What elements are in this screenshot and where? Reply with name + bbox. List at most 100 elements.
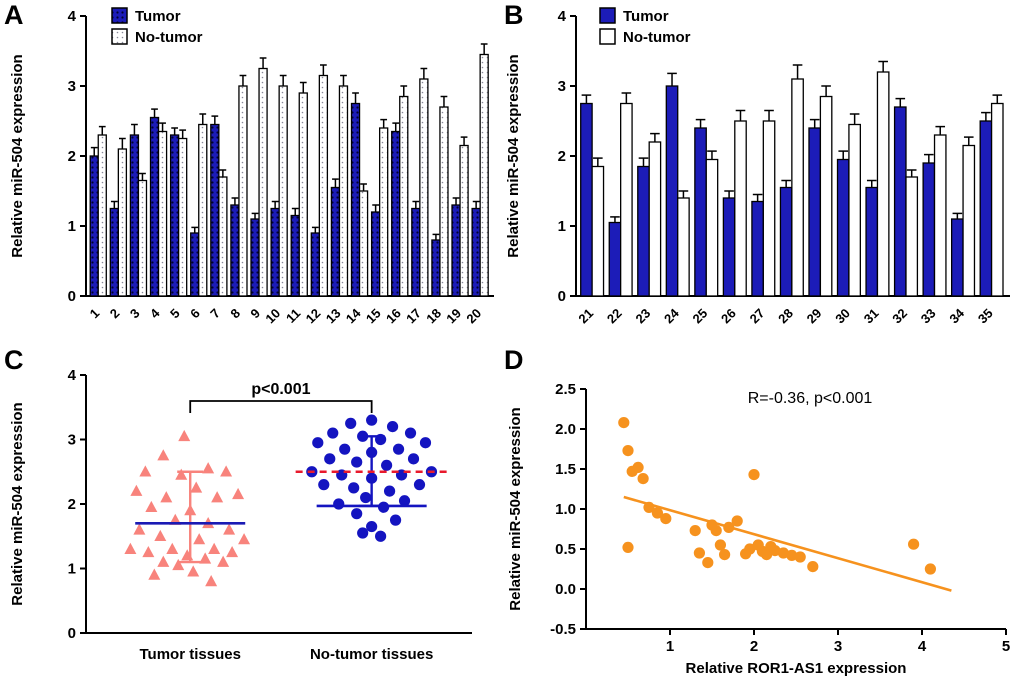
scatter-point xyxy=(748,469,760,481)
scatter-point xyxy=(786,549,798,561)
bar xyxy=(310,232,320,297)
tumor-points xyxy=(124,429,251,587)
triangle-marker xyxy=(145,500,158,513)
bar xyxy=(705,158,719,297)
svg-text:2.5: 2.5 xyxy=(555,381,576,398)
scatter-point xyxy=(702,557,714,569)
bar xyxy=(431,239,441,297)
svg-text:0: 0 xyxy=(68,625,76,642)
panel-d-letter: D xyxy=(504,345,524,375)
bar xyxy=(848,123,861,297)
svg-text:0.5: 0.5 xyxy=(555,541,576,558)
circle-marker xyxy=(327,427,339,439)
svg-text:No-tumor: No-tumor xyxy=(623,29,691,46)
svg-text:2: 2 xyxy=(107,306,123,322)
bar xyxy=(270,207,280,297)
svg-text:23: 23 xyxy=(632,306,653,327)
svg-text:4: 4 xyxy=(558,8,567,25)
svg-text:2: 2 xyxy=(750,638,758,655)
circle-marker xyxy=(312,437,324,449)
svg-text:32: 32 xyxy=(889,306,910,327)
bar xyxy=(109,207,119,297)
triangle-marker xyxy=(157,555,170,567)
svg-text:1.5: 1.5 xyxy=(555,461,576,478)
svg-text:Relative miR-504 expression: Relative miR-504 expression xyxy=(505,54,522,257)
legend-swatch xyxy=(111,7,128,24)
bar xyxy=(399,95,409,297)
panel-d-chart: -0.5 0.0 0.5 1.0 1.5 2.0 2.5 Relative miR-504 e… xyxy=(507,381,1010,677)
scatter-point xyxy=(632,461,644,473)
svg-text:2.0: 2.0 xyxy=(555,421,576,438)
svg-text:15: 15 xyxy=(363,306,384,327)
scatter-point xyxy=(719,549,731,561)
panel-a: A 0 1 2 3 4 Relative miR-504 expression 1 2 3 4 5 6… xyxy=(0,0,500,345)
svg-text:1: 1 xyxy=(666,638,674,655)
svg-text:28: 28 xyxy=(775,306,796,327)
scatter-point xyxy=(794,551,806,563)
circle-marker xyxy=(357,527,369,539)
bar xyxy=(258,67,268,297)
scatter-point xyxy=(693,547,705,559)
bar xyxy=(338,85,349,297)
bar xyxy=(157,130,168,297)
bar xyxy=(751,200,764,297)
bar xyxy=(97,134,107,297)
svg-text:13: 13 xyxy=(323,306,344,327)
bar xyxy=(411,207,421,297)
scatter-point xyxy=(731,515,743,527)
svg-text:8: 8 xyxy=(227,306,243,322)
bar xyxy=(648,141,662,297)
triangle-marker xyxy=(187,565,200,577)
triangle-marker xyxy=(226,545,239,558)
triangle-marker xyxy=(175,468,188,480)
svg-text:4: 4 xyxy=(918,638,927,655)
svg-text:29: 29 xyxy=(804,306,825,327)
svg-text:3: 3 xyxy=(68,432,76,449)
triangle-marker xyxy=(208,542,221,554)
svg-text:16: 16 xyxy=(383,306,404,327)
bar xyxy=(779,186,793,297)
scatter-point xyxy=(714,539,726,551)
triangle-marker xyxy=(148,568,161,580)
triangle-marker xyxy=(178,429,191,442)
scatter-point xyxy=(744,543,756,555)
bar xyxy=(330,186,341,297)
circle-marker xyxy=(392,443,405,455)
bar xyxy=(370,211,381,297)
svg-text:p<0.001: p<0.001 xyxy=(251,381,310,398)
triangle-marker xyxy=(190,481,203,493)
svg-text:-0.5: -0.5 xyxy=(550,621,576,638)
triangle-marker xyxy=(211,491,224,503)
triangle-marker xyxy=(232,487,245,500)
trendline xyxy=(623,495,952,592)
triangle-marker xyxy=(166,542,179,554)
bar xyxy=(734,120,747,297)
scatter-points xyxy=(618,417,936,575)
bar xyxy=(190,232,200,297)
bar xyxy=(298,92,308,297)
bar xyxy=(129,134,140,297)
scatter-point xyxy=(908,538,920,550)
circle-marker xyxy=(380,459,393,471)
circle-marker xyxy=(348,482,360,494)
scatter-point xyxy=(660,513,672,525)
scatter-point xyxy=(622,541,634,553)
svg-text:3: 3 xyxy=(834,638,842,655)
circle-marker xyxy=(398,495,411,507)
svg-text:Relative miR-504 expression: Relative miR-504 expression xyxy=(507,407,524,610)
bar xyxy=(149,116,160,297)
svg-text:21: 21 xyxy=(575,306,596,327)
triangle-marker xyxy=(202,462,215,474)
triangle-marker xyxy=(139,465,152,477)
triangle-marker xyxy=(157,449,170,461)
svg-text:2: 2 xyxy=(68,148,76,165)
scatter-point xyxy=(689,525,701,537)
bar xyxy=(479,53,489,297)
circle-marker xyxy=(419,437,432,449)
bar xyxy=(990,102,1004,297)
svg-text:14: 14 xyxy=(343,305,364,326)
svg-text:Relative miR-504 expression: Relative miR-504 expression xyxy=(9,54,26,257)
svg-text:0: 0 xyxy=(68,288,76,305)
